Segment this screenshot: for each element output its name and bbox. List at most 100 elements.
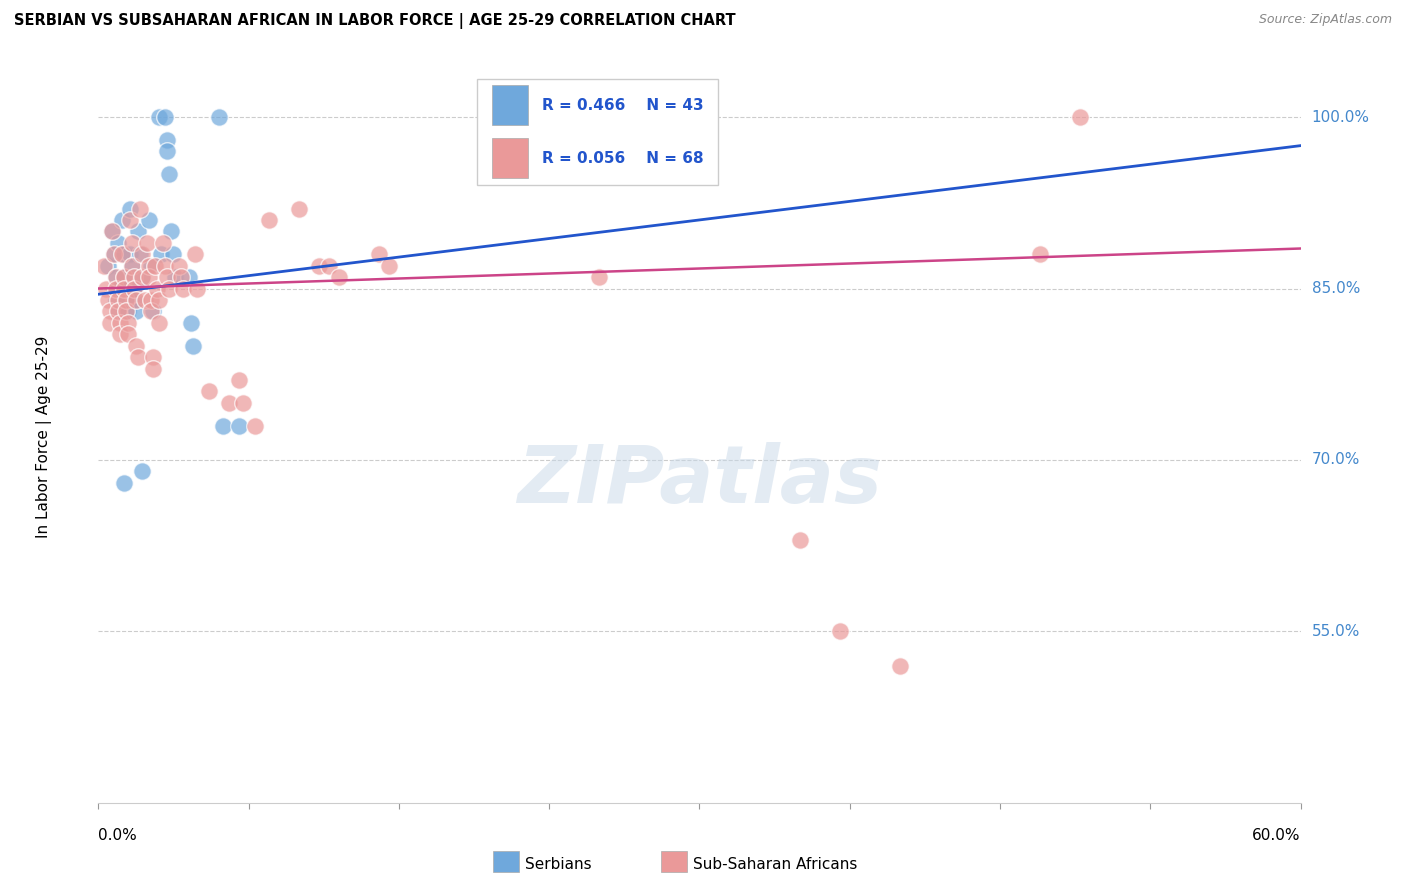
Text: R = 0.466    N = 43: R = 0.466 N = 43 bbox=[541, 98, 703, 112]
Point bbox=[155, 270, 177, 285]
Point bbox=[157, 281, 180, 295]
Point bbox=[186, 281, 208, 295]
Point bbox=[149, 247, 172, 261]
Text: 0.0%: 0.0% bbox=[98, 829, 138, 844]
Point bbox=[107, 304, 129, 318]
Point bbox=[125, 304, 148, 318]
Point bbox=[110, 327, 132, 342]
Point bbox=[155, 133, 177, 147]
Point bbox=[141, 350, 163, 364]
Point bbox=[138, 259, 160, 273]
Point bbox=[97, 293, 120, 307]
Point bbox=[152, 235, 174, 250]
Point bbox=[115, 293, 138, 307]
Text: 100.0%: 100.0% bbox=[1312, 110, 1369, 125]
Point bbox=[139, 259, 162, 273]
Point bbox=[117, 304, 139, 318]
Point bbox=[243, 418, 266, 433]
Point bbox=[141, 304, 163, 318]
Point bbox=[101, 224, 124, 238]
Point bbox=[128, 350, 150, 364]
FancyBboxPatch shape bbox=[492, 138, 527, 178]
Point bbox=[889, 658, 911, 673]
Point bbox=[141, 361, 163, 376]
Point bbox=[183, 247, 205, 261]
Point bbox=[97, 259, 120, 273]
Point bbox=[107, 293, 129, 307]
Point bbox=[197, 384, 219, 399]
Point bbox=[148, 316, 170, 330]
Point bbox=[155, 145, 177, 159]
Point bbox=[124, 270, 146, 285]
FancyBboxPatch shape bbox=[492, 85, 527, 125]
Point bbox=[208, 110, 231, 124]
Point bbox=[124, 281, 146, 295]
Point bbox=[114, 270, 136, 285]
Point bbox=[153, 259, 176, 273]
Point bbox=[105, 270, 128, 285]
Point bbox=[228, 373, 250, 387]
Point bbox=[121, 259, 143, 273]
Text: 85.0%: 85.0% bbox=[1312, 281, 1360, 296]
Point bbox=[180, 316, 202, 330]
Point bbox=[828, 624, 851, 639]
Point bbox=[115, 281, 138, 295]
Point bbox=[232, 396, 254, 410]
Point bbox=[111, 213, 134, 227]
Point bbox=[124, 293, 146, 307]
Point bbox=[107, 235, 129, 250]
Text: ZIPatlas: ZIPatlas bbox=[517, 442, 882, 520]
Point bbox=[328, 270, 350, 285]
Point bbox=[148, 110, 170, 124]
Point bbox=[100, 316, 122, 330]
Point bbox=[131, 247, 153, 261]
Text: Serbians: Serbians bbox=[526, 857, 592, 872]
Point bbox=[169, 270, 191, 285]
Point bbox=[93, 259, 115, 273]
Text: Source: ZipAtlas.com: Source: ZipAtlas.com bbox=[1258, 13, 1392, 27]
Point bbox=[100, 304, 122, 318]
Point bbox=[129, 247, 152, 261]
Text: 70.0%: 70.0% bbox=[1312, 452, 1360, 467]
Point bbox=[101, 224, 124, 238]
Point bbox=[143, 259, 166, 273]
Point bbox=[135, 235, 157, 250]
Point bbox=[105, 270, 128, 285]
Point bbox=[117, 316, 139, 330]
Point bbox=[148, 293, 170, 307]
Text: 55.0%: 55.0% bbox=[1312, 624, 1360, 639]
Point bbox=[114, 475, 136, 490]
Point bbox=[121, 235, 143, 250]
Text: R = 0.056    N = 68: R = 0.056 N = 68 bbox=[541, 151, 703, 166]
Point bbox=[103, 247, 125, 261]
Text: Sub-Saharan Africans: Sub-Saharan Africans bbox=[693, 857, 858, 872]
Point bbox=[1069, 110, 1091, 124]
Point bbox=[789, 533, 811, 547]
Point bbox=[145, 281, 167, 295]
Text: 60.0%: 60.0% bbox=[1253, 829, 1301, 844]
Point bbox=[120, 213, 142, 227]
Point bbox=[131, 464, 153, 478]
Point bbox=[153, 110, 176, 124]
Point bbox=[110, 316, 132, 330]
Point bbox=[134, 293, 156, 307]
Point bbox=[114, 270, 136, 285]
Point bbox=[120, 202, 142, 216]
Point bbox=[115, 304, 138, 318]
Text: SERBIAN VS SUBSAHARAN AFRICAN IN LABOR FORCE | AGE 25-29 CORRELATION CHART: SERBIAN VS SUBSAHARAN AFRICAN IN LABOR F… bbox=[14, 13, 735, 29]
Point bbox=[125, 338, 148, 352]
Point bbox=[308, 259, 330, 273]
Point bbox=[172, 281, 194, 295]
Point bbox=[378, 259, 401, 273]
Point bbox=[103, 247, 125, 261]
Point bbox=[120, 247, 142, 261]
Point bbox=[139, 293, 162, 307]
FancyBboxPatch shape bbox=[492, 851, 519, 872]
Point bbox=[688, 110, 710, 124]
Point bbox=[1029, 247, 1052, 261]
Point bbox=[114, 247, 136, 261]
Point bbox=[368, 247, 391, 261]
Point bbox=[125, 293, 148, 307]
Point bbox=[107, 304, 129, 318]
Point bbox=[128, 224, 150, 238]
